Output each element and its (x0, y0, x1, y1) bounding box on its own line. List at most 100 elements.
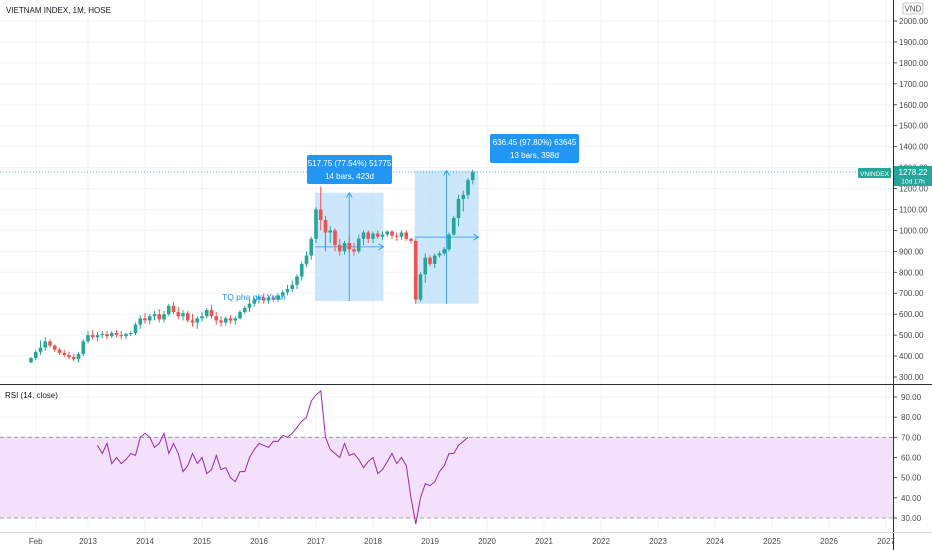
candle-body (309, 238, 314, 256)
measure-arrowhead (473, 233, 480, 241)
candle-body (128, 333, 133, 335)
time-tick-label: 2016 (250, 537, 268, 546)
price-tick-label: 1500.00 (899, 122, 928, 131)
candle-body (432, 255, 437, 264)
svg-text:636.45 (97.80%) 63645: 636.45 (97.80%) 63645 (493, 138, 577, 147)
candle-body (209, 309, 214, 317)
candle-body (342, 242, 347, 252)
candle-body (337, 245, 342, 252)
rsi-tick-label: 60.00 (901, 454, 922, 463)
time-tick-label: 2015 (193, 537, 211, 546)
time-tick-label: 2026 (820, 537, 838, 546)
rsi-axis[interactable]: 90.00 80.00 70.00 60.00 50.00 40.00 30.00 (893, 393, 922, 523)
svg-text:517.75 (77.54%) 51775: 517.75 (77.54%) 51775 (308, 159, 392, 168)
price-tick-label: 700.00 (899, 289, 924, 298)
candle-body (356, 238, 361, 252)
candle-body (114, 333, 119, 336)
candle-body (62, 352, 67, 356)
candle-body (138, 318, 143, 325)
candle-body (90, 335, 95, 338)
candle-body (76, 353, 81, 360)
svg-text:14 bars, 423d: 14 bars, 423d (325, 172, 374, 181)
rsi-tick-label: 90.00 (901, 393, 922, 402)
candle-body (214, 316, 219, 321)
price-tick-label: 1800.00 (899, 59, 928, 68)
candle-body (380, 234, 385, 237)
measure-arrowhead (443, 169, 450, 176)
rsi-tick-label: 70.00 (901, 433, 922, 442)
rsi-tick-label: 40.00 (901, 494, 922, 503)
measure2-label[interactable]: 636.45 (97.80%) 63645 13 bars, 398d (490, 134, 579, 163)
candle-body (57, 349, 62, 353)
rsi-tick-label: 30.00 (901, 514, 922, 523)
candle-body (43, 341, 48, 348)
time-tick-label: 2018 (364, 537, 382, 546)
candle-body (204, 309, 209, 317)
candle-body (295, 276, 299, 285)
price-tick-label: 1100.00 (899, 205, 928, 214)
time-tick-label: 2019 (421, 537, 439, 546)
price-tick-label: 2000.00 (899, 17, 928, 26)
candle-body (124, 334, 128, 337)
price-axis[interactable]: 2000.00 1900.00 1800.00 1700.00 1600.00 1500.… (893, 17, 928, 382)
candle-body (86, 335, 90, 342)
candle-body (152, 314, 157, 317)
time-tick-label: Feb (29, 537, 43, 546)
price-tick-label: 1000.00 (899, 226, 928, 235)
candle-body (347, 242, 352, 250)
price-tick-label: 1900.00 (899, 38, 928, 47)
price-tick-label: 300.00 (899, 373, 924, 382)
measure1-label[interactable]: 517.75 (77.54%) 51775 14 bars, 423d (307, 155, 392, 184)
time-tick-label: 2022 (592, 537, 610, 546)
time-tick-label: 2027 (877, 537, 895, 546)
candle-body (257, 297, 261, 300)
price-tick-label: 1400.00 (899, 143, 928, 152)
candle-body (81, 341, 86, 354)
candle-body (390, 231, 394, 236)
candle-body (157, 314, 162, 320)
candle-body (428, 257, 432, 264)
candle-body (67, 355, 71, 358)
candle-body (143, 318, 147, 321)
candle-body (333, 230, 337, 246)
time-tick-label: 2021 (535, 537, 553, 546)
currency-label: VND (905, 5, 922, 14)
candle-body (418, 274, 423, 300)
candle-body (219, 320, 223, 323)
measure-arrowhead (378, 243, 385, 251)
candle-body (352, 249, 356, 252)
candle-body (109, 333, 114, 337)
candle-body (147, 316, 152, 321)
candle-body (423, 257, 428, 275)
candle-body (266, 297, 271, 301)
measurement-tools[interactable] (315, 169, 480, 304)
candle-body (404, 232, 409, 239)
candle-body (385, 231, 390, 235)
candle-body (276, 295, 280, 300)
time-tick-label: 2020 (478, 537, 496, 546)
price-tick-label: 500.00 (899, 331, 924, 340)
yuan-note: TQ pha gia Yuan (222, 292, 286, 302)
candle-body (228, 318, 233, 321)
candle-body (413, 240, 418, 300)
candle-body (314, 209, 318, 239)
candle-body (38, 347, 43, 352)
chart-title: VIETNAM INDEX, 1M, HOSE (6, 6, 111, 15)
time-axis[interactable]: Feb 2013 2014 2015 2016 2017 2018 2019 2020 2021 2… (29, 537, 896, 546)
price-tick-label: 800.00 (899, 268, 924, 277)
last-price-tag: VNINDEX 1278.22 10d 17h (858, 166, 932, 186)
candle-body (200, 316, 204, 319)
rsi-label: RSI (14, close) (5, 391, 58, 400)
candle-body (166, 305, 171, 315)
candle-body (470, 172, 475, 181)
price-tick-label: 400.00 (899, 352, 924, 361)
candle-body (95, 335, 100, 338)
candle-body (247, 303, 252, 308)
candle-body (48, 341, 52, 346)
candle-body (71, 357, 76, 360)
candle-body (361, 232, 366, 239)
candle-body (190, 320, 195, 323)
measure-arrowhead (345, 191, 353, 198)
candle-body (280, 292, 285, 296)
